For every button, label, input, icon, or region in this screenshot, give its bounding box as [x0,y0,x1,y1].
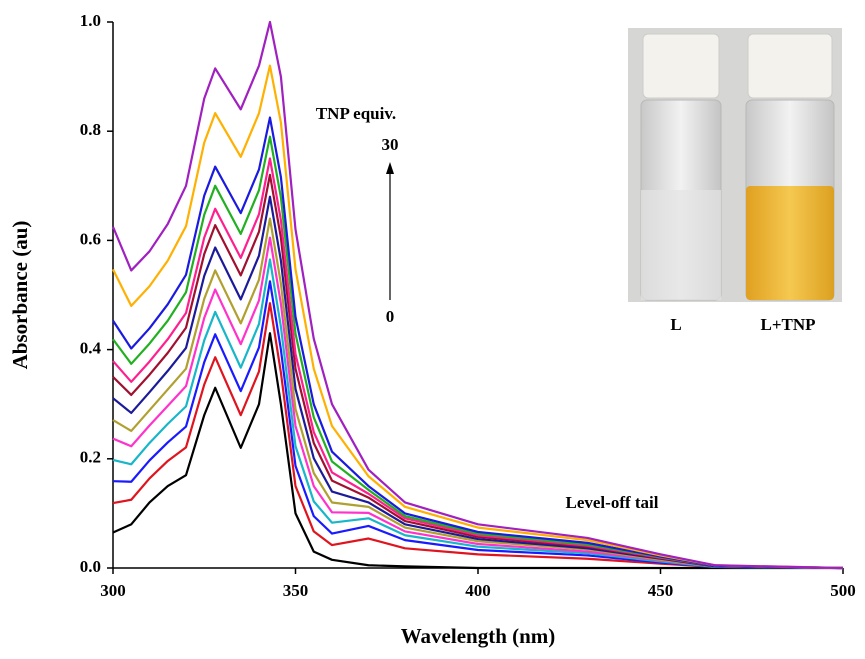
annotation: Level-off tail [566,493,659,512]
series-line [111,20,844,570]
annotation: 0 [386,307,395,326]
series-line [112,116,844,570]
series-line [112,157,844,570]
y-tick-label: 1.0 [80,11,101,30]
series-line [112,332,843,570]
series-line [112,173,844,570]
y-axis-title: Absorbance (au) [8,221,32,370]
y-tick-label: 0.0 [80,557,101,576]
inset-label: L+TNP [760,315,815,334]
inset-photo [628,28,842,302]
series-line [112,236,844,570]
series-line [112,217,844,570]
y-tick-label: 0.4 [80,339,102,358]
x-axis-title: Wavelength (nm) [401,624,556,648]
y-tick-label: 0.8 [80,120,101,139]
x-tick-label: 500 [830,581,856,600]
x-tick-label: 300 [100,581,126,600]
series-line [112,302,844,570]
annotation: 30 [382,135,399,154]
annotation: TNP equiv. [316,104,396,123]
inset-label: L [670,315,681,334]
series-line [112,280,844,570]
series-line [112,258,844,570]
series-line [112,64,844,570]
x-tick-label: 450 [648,581,674,600]
y-tick-label: 0.6 [80,229,101,248]
x-tick-label: 350 [283,581,309,600]
y-tick-label: 0.2 [80,448,101,467]
x-tick-label: 400 [465,581,491,600]
arrow [386,162,394,300]
series-line [112,195,844,570]
series-line [112,135,844,570]
